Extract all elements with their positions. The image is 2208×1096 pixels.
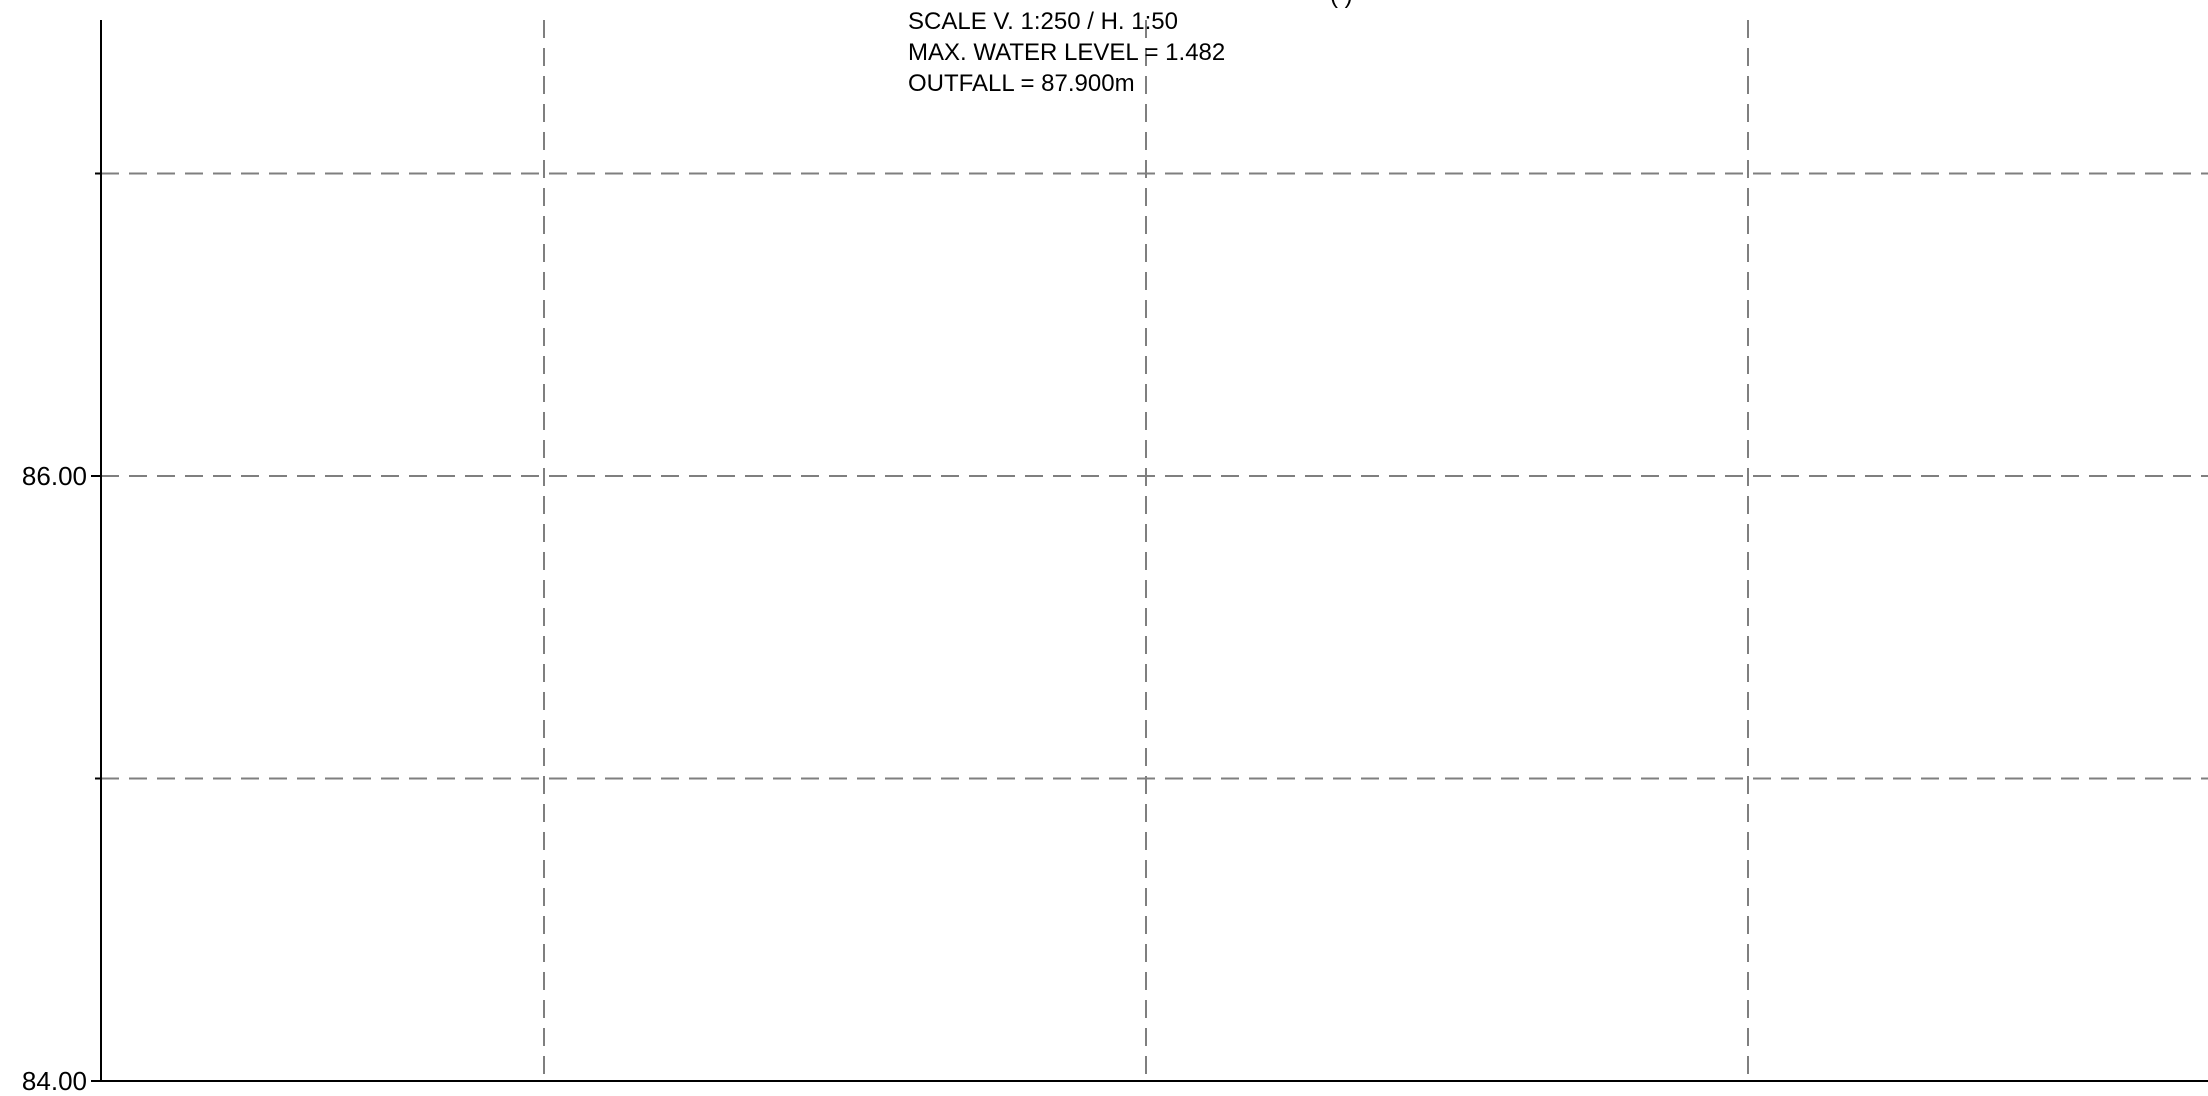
max-water-level-note: MAX. WATER LEVEL = 1.482 [908, 39, 1226, 66]
y-tick-label: 84.00 [22, 1066, 87, 1096]
clipped-title-fragment: ( ) [1330, 0, 1353, 10]
scale-note: SCALE V. 1:250 / H. 1:50 [908, 8, 1178, 35]
grid-layer [101, 20, 2208, 1081]
y-tick-label: 86.00 [22, 461, 87, 491]
drawing-notes: SCALE V. 1:250 / H. 1:50 MAX. WATER LEVE… [908, 6, 1225, 99]
outfall-note: OUTFALL = 87.900m [908, 70, 1135, 97]
